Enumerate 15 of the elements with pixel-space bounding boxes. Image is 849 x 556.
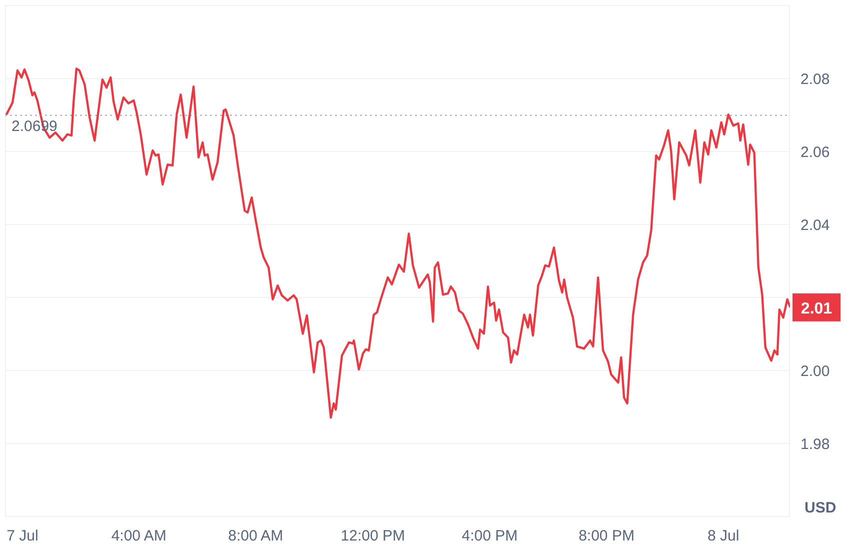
x-tick-label: 4:00 PM (462, 528, 518, 544)
x-tick-label: 12:00 PM (340, 528, 405, 544)
line-series (6, 68, 790, 419)
y-tick-label: 2.08 (800, 71, 830, 88)
x-tick-label: 8 Jul (707, 528, 740, 544)
y-tick-label: 2.06 (800, 144, 830, 161)
x-tick-label: 7 Jul (6, 528, 38, 544)
x-tick-label: 8:00 AM (228, 528, 284, 544)
text: 2.01 (800, 300, 832, 318)
x-tick-label: 8:00 PM (578, 528, 634, 544)
y-tick-label: 1.98 (800, 436, 830, 453)
y-axis-title: USD (804, 500, 836, 516)
x-tick-label: 4:00 AM (111, 528, 166, 544)
y-tick-label: 2.04 (800, 217, 830, 234)
y-tick-label: 2.00 (800, 363, 830, 380)
